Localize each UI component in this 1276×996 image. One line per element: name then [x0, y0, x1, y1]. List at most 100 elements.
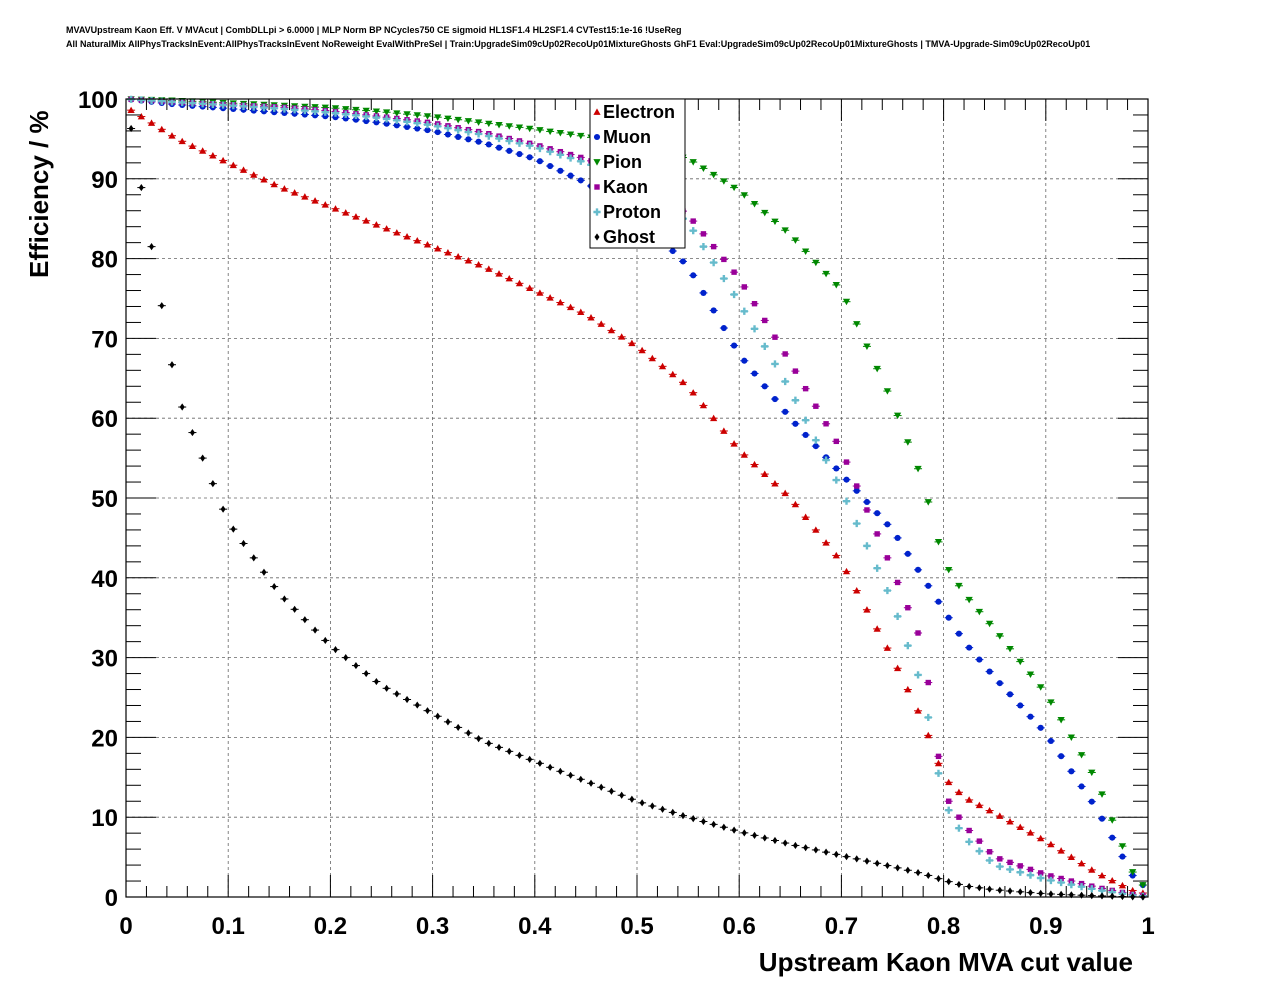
data-point-proton [750, 325, 759, 333]
data-point-ghost [527, 755, 533, 763]
data-point-ghost [649, 802, 655, 810]
data-point-ghost [1089, 892, 1095, 900]
data-point-pion [975, 608, 983, 616]
data-point-kaon [1017, 863, 1023, 869]
data-point-proton [802, 416, 810, 424]
data-point-proton [178, 98, 186, 107]
data-point-ghost [220, 505, 226, 513]
data-point-proton [474, 130, 483, 138]
data-point-ghost [956, 880, 962, 889]
data-point-pion [985, 620, 994, 628]
data-point-pion [781, 227, 789, 234]
data-point-pion [761, 209, 769, 217]
data-point-ghost [1038, 889, 1044, 898]
data-point-electron [710, 414, 718, 422]
data-point-proton [699, 243, 708, 251]
data-point-muon [506, 147, 513, 154]
data-point-proton [873, 564, 881, 572]
data-point-electron [372, 221, 380, 228]
data-point-pion [1006, 645, 1014, 653]
data-point-electron [597, 320, 605, 327]
data-point-ghost [1109, 892, 1115, 900]
y-tick-label: 0 [105, 885, 118, 912]
data-point-kaon [966, 827, 972, 834]
data-point-electron [934, 759, 943, 767]
data-point-pion [1077, 752, 1086, 759]
data-point-electron [914, 707, 922, 714]
data-point-ghost [1058, 890, 1064, 899]
data-point-ghost [476, 734, 482, 743]
data-point-ghost [506, 747, 512, 755]
data-point-electron [628, 339, 636, 347]
data-point-ghost [1079, 891, 1085, 899]
data-point-muon [966, 644, 973, 651]
y-tick-label: 60 [91, 406, 118, 433]
y-tick-label: 20 [91, 725, 118, 752]
data-point-electron [1016, 823, 1024, 831]
legend-label-pion: Pion [603, 152, 642, 172]
data-point-electron [638, 346, 646, 354]
data-point-pion [904, 439, 912, 446]
x-tick-label: 0.6 [723, 913, 756, 940]
data-point-electron [699, 401, 708, 409]
data-point-muon [1058, 753, 1065, 760]
data-point-proton [904, 642, 912, 650]
data-point-proton [413, 119, 421, 127]
data-point-muon [874, 510, 881, 517]
data-point-pion [955, 582, 963, 590]
data-point-muon [976, 656, 983, 663]
data-point-electron [331, 205, 340, 212]
data-point-ghost [271, 582, 277, 591]
data-point-pion [842, 298, 851, 306]
legend-marker-pion [593, 159, 601, 166]
data-point-pion [710, 171, 718, 179]
data-point-muon [465, 136, 472, 143]
data-point-proton [383, 115, 391, 123]
data-point-electron [383, 225, 391, 232]
data-point-proton [372, 113, 380, 122]
data-point-proton [822, 456, 830, 464]
data-point-muon [863, 498, 871, 506]
data-point-pion [1026, 671, 1035, 678]
data-point-proton [454, 126, 462, 134]
data-point-proton [812, 436, 820, 444]
data-point-proton [311, 107, 319, 115]
data-point-muon [1027, 713, 1034, 720]
data-point-muon [363, 117, 370, 125]
legend-marker-kaon [594, 184, 600, 190]
data-point-ghost [394, 690, 400, 698]
data-point-pion [1037, 684, 1045, 691]
data-point-electron [577, 308, 585, 315]
data-point-muon [322, 113, 329, 120]
data-point-proton [1057, 878, 1065, 887]
data-point-ghost [639, 799, 645, 807]
data-point-proton [546, 148, 554, 156]
data-point-muon [843, 476, 850, 483]
data-point-electron [1098, 871, 1106, 879]
data-point-electron [689, 389, 697, 396]
data-point-kaon [833, 438, 839, 445]
data-point-electron [229, 161, 237, 169]
data-point-muon [690, 272, 697, 279]
data-point-electron [1067, 853, 1075, 860]
x-axis-label: Upstream Kaon MVA cut value [759, 947, 1133, 977]
data-point-ghost [1017, 888, 1023, 896]
data-point-muon [383, 120, 390, 127]
data-point-muon [945, 614, 952, 621]
data-point-muon [444, 131, 451, 138]
x-tick-label: 0.5 [620, 913, 653, 940]
data-point-muon [955, 630, 962, 637]
data-point-ghost [762, 834, 768, 842]
data-point-ghost [752, 831, 758, 839]
data-point-ghost [537, 759, 543, 767]
data-point-muon [516, 151, 523, 158]
data-point-muon [914, 566, 922, 573]
x-tick-label: 0.8 [927, 913, 960, 940]
data-point-muon [495, 144, 503, 151]
data-point-electron [270, 180, 278, 188]
data-point-kaon [976, 838, 983, 844]
data-point-pion [699, 165, 708, 173]
data-point-muon [414, 125, 421, 132]
series-ghost [127, 124, 1147, 901]
data-point-kaon [864, 507, 870, 513]
